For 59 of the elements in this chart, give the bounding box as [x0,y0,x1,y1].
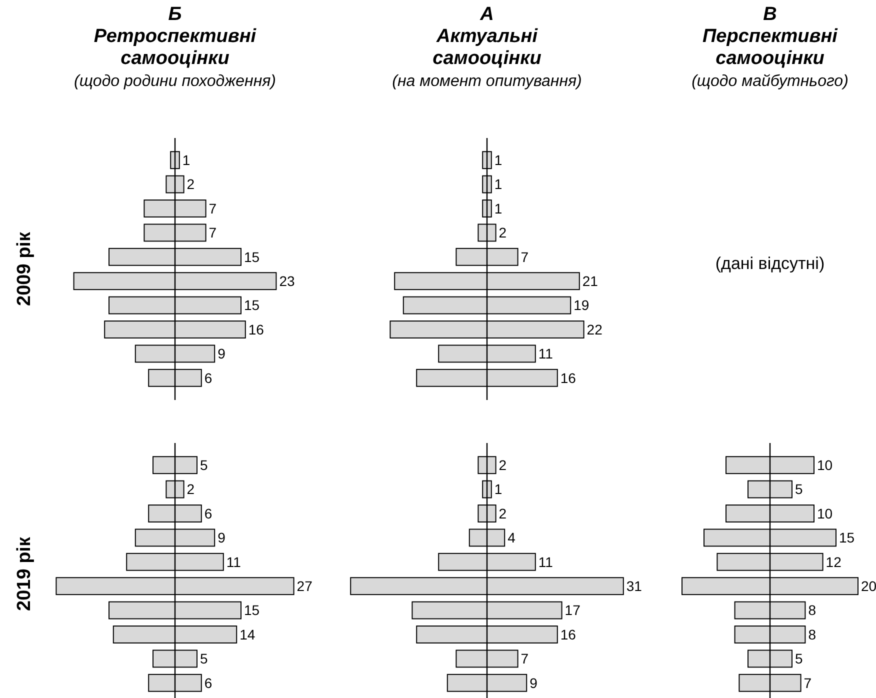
data-label: 15 [244,248,260,265]
data-label: 8 [808,602,816,618]
text: 2009 рік [14,232,35,306]
data-label: 6 [204,505,212,522]
data-label: 1 [182,152,190,168]
data-label: 22 [586,321,603,338]
text: (дані відсутні) [715,254,825,273]
data-label: 7 [208,200,217,216]
data-label: 1 [494,200,502,216]
data-label: 2 [186,176,195,192]
data-label: 31 [626,578,642,594]
data-label: 1 [494,152,502,168]
data-label: 21 [582,273,598,289]
data-label: 5 [795,650,803,667]
data-label: 12 [826,554,842,570]
data-label: 27 [296,578,313,594]
text: (на момент опитування) [392,73,582,90]
data-label: 11 [226,554,242,570]
data-label: 8 [808,626,816,642]
text: В Перспективні самооцінки [702,4,838,69]
data-label: 9 [218,346,226,362]
data-label: 10 [817,505,833,522]
data-label: 2 [498,457,507,473]
data-label: 2 [186,481,195,498]
data-label: 5 [200,457,208,473]
data-label: 15 [839,530,855,546]
data-label: 17 [564,602,581,618]
data-label: 16 [560,370,576,386]
data-label: 23 [279,273,295,289]
data-label: 6 [204,674,212,691]
data-label: 5 [795,481,803,498]
data-label: 2 [498,505,507,522]
text: (щодо майбутнього) [692,73,848,90]
text: 2019 рік [14,536,35,611]
data-label: 9 [530,674,538,691]
data-label: 20 [861,578,876,594]
data-label: 15 [244,602,260,618]
data-label: 10 [817,457,833,473]
data-label: 7 [520,248,529,265]
data-label: 7 [804,674,812,691]
text: А Актуальні самооцінки [432,4,542,69]
data-label: 15 [244,297,260,314]
data-label: 2 [498,224,507,241]
data-label: 7 [208,224,217,241]
text: Б Ретроспективні самооцінки [94,4,257,69]
data-label: 4 [508,530,516,546]
data-label: 1 [494,481,502,498]
data-label: 7 [520,650,529,667]
data-label: 11 [538,554,554,570]
data-label: 16 [560,626,576,642]
data-label: 9 [218,530,226,546]
data-label: 14 [240,626,256,642]
data-label: 16 [248,321,264,338]
data-label: 1 [494,176,502,192]
data-label: 11 [538,346,554,362]
data-label: 6 [204,370,212,386]
data-label: 19 [574,297,590,314]
text: (щодо родини походження) [74,73,276,90]
data-label: 5 [200,650,208,667]
